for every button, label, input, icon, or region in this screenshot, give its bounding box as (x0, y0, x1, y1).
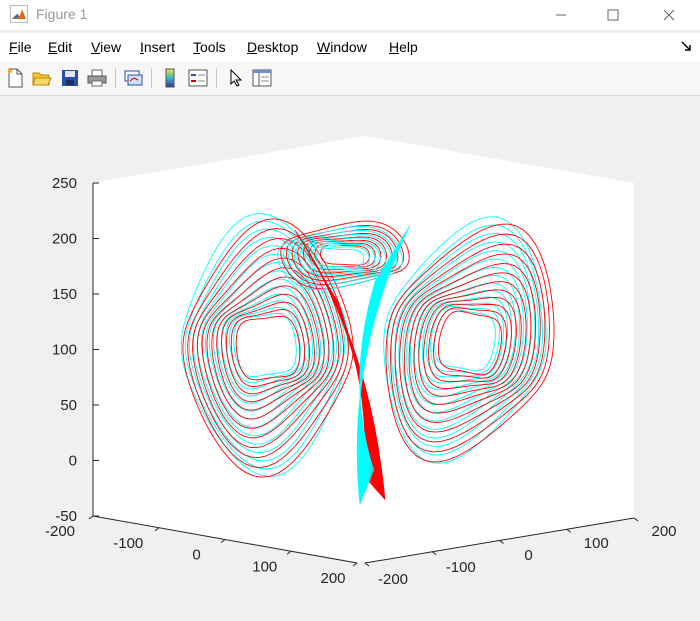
axis-ticks (88, 182, 639, 567)
toolbar-separator (216, 68, 217, 88)
menu-window[interactable]: Window (317, 39, 367, 55)
x-tick-label: -200 (45, 523, 75, 540)
trajectory-line (277, 226, 403, 290)
title-bar: Figure 1 (0, 0, 700, 30)
toolbar-separator (151, 68, 152, 88)
z-tick-label: 150 (52, 286, 77, 303)
tick-mark (88, 515, 94, 520)
window-title: Figure 1 (36, 6, 88, 22)
x-tick-label: 200 (320, 570, 345, 587)
z-tick-label: 100 (52, 342, 77, 359)
save-icon (62, 70, 78, 86)
insert-legend-button[interactable] (187, 67, 209, 89)
tick-mark (220, 539, 226, 543)
tick-mark (633, 517, 639, 522)
z-tick-label: 200 (52, 231, 77, 248)
legend-icon (188, 69, 208, 87)
open-folder-icon (32, 72, 52, 86)
menu-help[interactable]: Help (389, 39, 418, 55)
maximize-icon (607, 9, 619, 21)
edit-plot-button[interactable] (225, 67, 247, 89)
pointer-icon (230, 69, 243, 87)
matlab-icon (10, 5, 28, 23)
new-file-icon (8, 68, 23, 88)
trajectory-curves (180, 212, 555, 506)
colorbar-icon (165, 68, 175, 88)
save-button[interactable] (59, 67, 81, 89)
z-tick-label: 0 (69, 453, 77, 470)
z-tick-label: 250 (52, 175, 77, 192)
tick-mark (352, 562, 358, 567)
y-tick-label: -200 (378, 571, 408, 588)
minimize-button[interactable] (538, 0, 584, 30)
link-plot-button[interactable] (122, 67, 144, 89)
link-plot-icon (124, 70, 143, 86)
trajectory-line (385, 223, 555, 463)
x-tick-label: -100 (113, 535, 143, 552)
y-tick-label: 200 (651, 523, 676, 540)
tick-mark (364, 562, 370, 567)
tick-mark (566, 528, 572, 533)
x-tick-label: 0 (192, 547, 200, 564)
printer-icon (87, 69, 107, 87)
figure-canvas[interactable]: 250 200 150 100 50 0 -50 -200 -100 0 100 200 -200 -10… (0, 96, 700, 621)
y-tick-label: 0 (524, 547, 532, 564)
toolbar (0, 61, 700, 96)
menu-file[interactable]: File (9, 39, 32, 55)
menu-view[interactable]: View (91, 39, 122, 55)
minimize-icon (556, 14, 566, 16)
menu-bar: File Edit View Insert Tools Desktop Wind… (0, 33, 700, 61)
print-button[interactable] (86, 67, 108, 89)
y-tick-label: -100 (446, 559, 476, 576)
property-inspector-icon (252, 69, 272, 87)
menu-edit[interactable]: Edit (48, 39, 73, 55)
y-tick-label: 100 (584, 535, 609, 552)
close-button[interactable] (646, 0, 692, 30)
trajectory-line (180, 212, 350, 478)
tick-mark (154, 527, 160, 532)
toolbar-separator (115, 68, 116, 88)
insert-colorbar-button[interactable] (159, 67, 181, 89)
menu-insert[interactable]: Insert (140, 39, 176, 55)
tick-mark (431, 551, 437, 556)
trajectory-line (356, 224, 411, 506)
tick-mark (286, 550, 292, 555)
maximize-button[interactable] (590, 0, 636, 30)
open-button[interactable] (31, 67, 53, 89)
dock-arrow-icon[interactable] (680, 40, 692, 52)
menu-desktop[interactable]: Desktop (247, 39, 299, 55)
tick-mark (499, 540, 504, 544)
close-icon (663, 9, 675, 21)
z-tick-label: -50 (55, 508, 77, 525)
new-figure-button[interactable] (4, 67, 26, 89)
property-inspector-button[interactable] (251, 67, 273, 89)
z-tick-label: 50 (60, 397, 77, 414)
menu-tools[interactable]: Tools (193, 39, 226, 55)
trajectory-line (182, 218, 354, 478)
x-tick-label: 100 (252, 558, 277, 575)
